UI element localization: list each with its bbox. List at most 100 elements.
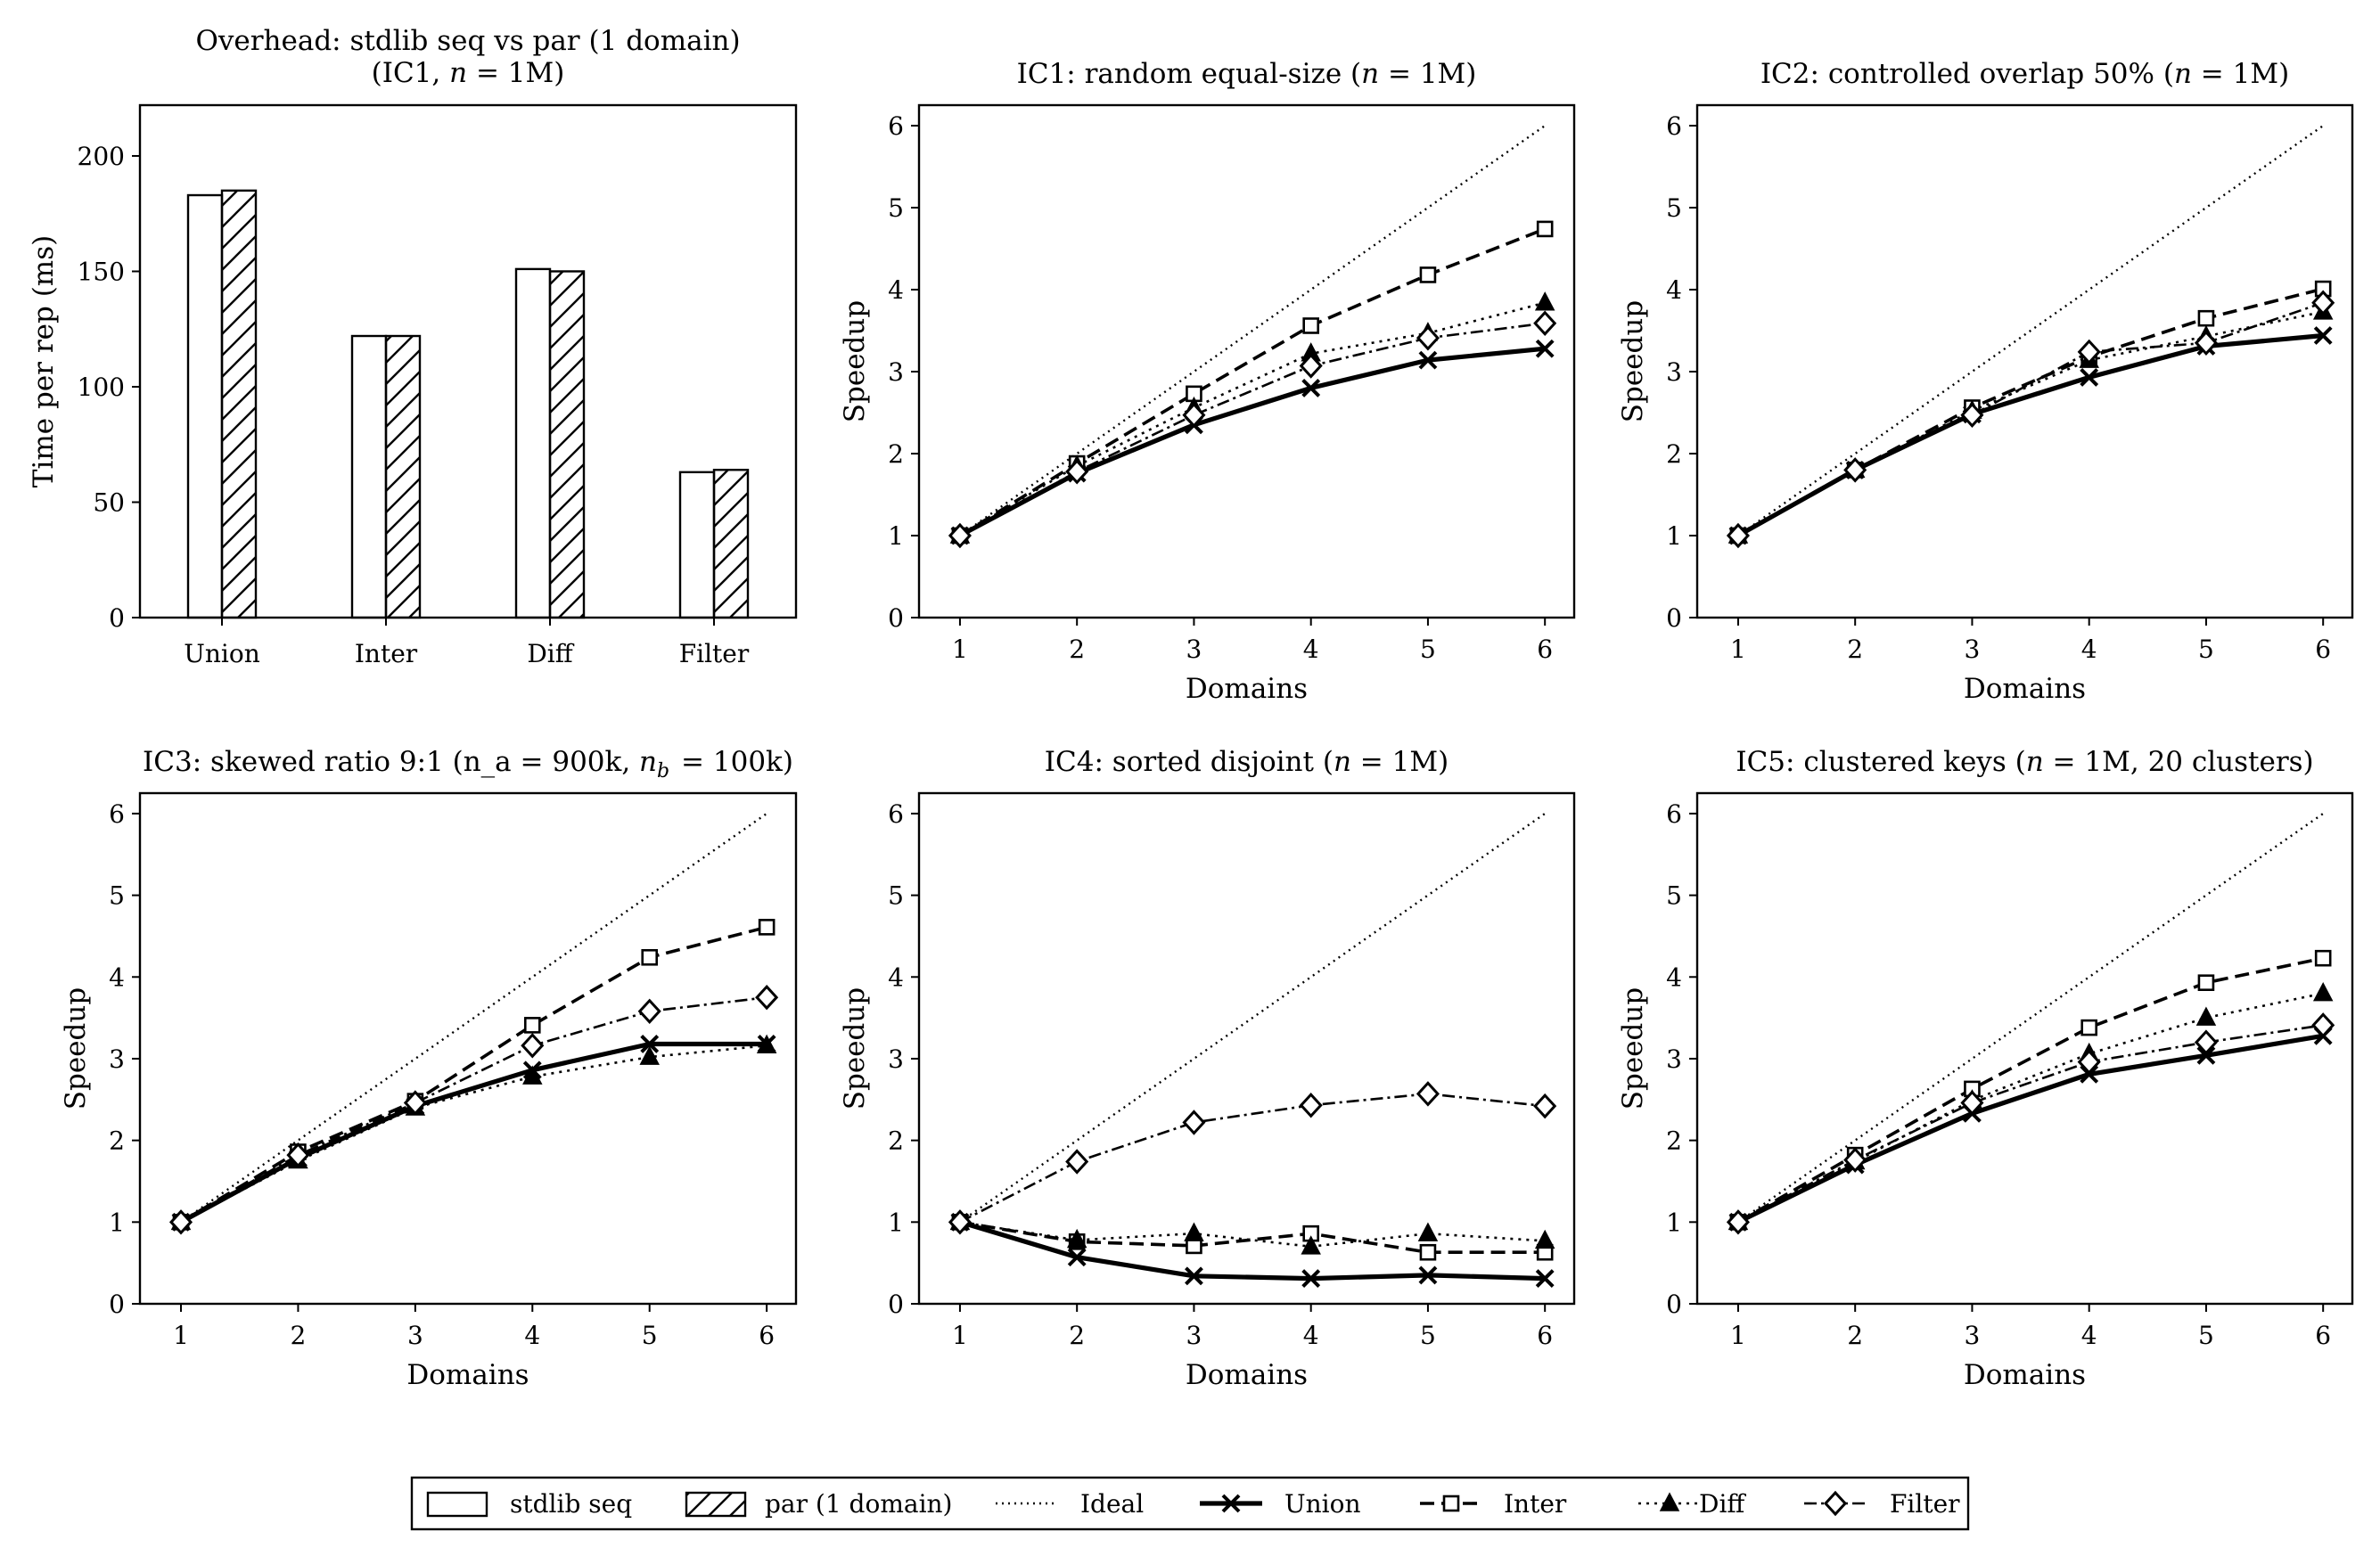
x-tick-label: 5	[1420, 1321, 1436, 1350]
y-tick-label: 50	[93, 487, 125, 517]
chart-panel-6: IC5: clustered keys (n = 1M, 20 clusters…	[1617, 746, 2354, 1391]
series-line-inter	[1737, 956, 2324, 1224]
x-tick-label: 3	[1186, 635, 1202, 664]
point-union	[1418, 350, 1438, 370]
point-union	[1535, 339, 1555, 358]
point-diff	[2312, 982, 2334, 1002]
chart-title: IC4: sorted disjoint (n = 1M)	[1045, 746, 1449, 778]
x-tick-label: 2	[1847, 635, 1863, 664]
point-filter	[1960, 402, 1984, 428]
y-axis: 0 1 2 3 4 5 6 Speedup	[839, 111, 919, 633]
x-tick-label: 4	[1303, 635, 1319, 664]
y-tick-label: 6	[1666, 799, 1682, 829]
legend-label: Filter	[1890, 1489, 1960, 1519]
series-line-inter	[959, 1220, 1546, 1254]
x-tick-label: 4	[2081, 1321, 2097, 1350]
point-union	[2313, 326, 2333, 345]
y-tick-label: 2	[109, 1126, 125, 1156]
series-line-filter	[180, 995, 767, 1224]
series-ideal	[959, 125, 1546, 536]
point-filter	[948, 522, 972, 549]
y-tick-label: 2	[888, 439, 904, 469]
point-diff	[756, 1034, 777, 1054]
point-filter	[2194, 1029, 2218, 1055]
y-tick-label: 0	[888, 1290, 904, 1319]
series-line-filter	[959, 322, 1546, 537]
chart-title: IC3: skewed ratio 9:1 (n_a = 900k, nb = …	[143, 746, 793, 782]
y-tick-label: 6	[888, 799, 904, 829]
point-filter	[1065, 459, 1089, 485]
legend-entry-inter: Inter	[1420, 1489, 1567, 1519]
y-tick-label: 3	[888, 1044, 904, 1074]
plot-frame	[1695, 103, 2354, 619]
y-tick-label: 1	[1666, 1208, 1682, 1237]
y-tick-label: 0	[109, 603, 125, 633]
plot-frame	[1695, 791, 2354, 1306]
x-tick-label: 1	[952, 635, 968, 664]
legend-marker	[1442, 1495, 1460, 1512]
plot-frame	[917, 791, 1576, 1306]
x-tick-label: 3	[1965, 635, 1981, 664]
x-tick-label: 1	[952, 1321, 968, 1350]
point-filter	[1533, 1093, 1557, 1119]
x-tick-label: 2	[291, 1321, 307, 1350]
y-axis: 0 50 100 150 200 Time per rep (ms)	[28, 142, 140, 633]
series-line-ideal	[1737, 125, 2324, 536]
point-filter	[1843, 1147, 1867, 1173]
point-union	[1301, 378, 1321, 397]
legend-label: Diff	[1699, 1489, 1746, 1519]
point-filter	[1960, 1090, 1984, 1116]
series-union	[950, 1212, 1555, 1288]
y-tick-label: 1	[1666, 521, 1682, 551]
y-axis-label: Speedup	[839, 987, 871, 1110]
point-inter	[1536, 220, 1554, 238]
series-line-diff	[959, 301, 1546, 537]
y-tick-label: 0	[109, 1290, 125, 1319]
y-tick-label: 4	[888, 275, 904, 305]
y-axis: 0 1 2 3 4 5 6 Speedup	[60, 799, 140, 1319]
y-tick-label: 1	[109, 1208, 125, 1237]
legend-marker	[1221, 1494, 1241, 1513]
y-tick-label: 1	[888, 1208, 904, 1237]
y-tick-label: 5	[888, 881, 904, 911]
x-tick-label: 1	[173, 1321, 189, 1350]
y-axis-label: Speedup	[839, 300, 871, 422]
legend-frame	[410, 1476, 1970, 1531]
series-line-ideal	[180, 812, 767, 1224]
plot-frame	[138, 791, 798, 1306]
legend-swatch	[426, 1491, 488, 1518]
point-union	[1185, 1266, 1203, 1286]
point-inter	[2197, 974, 2215, 991]
x-tick-label: 6	[2315, 1321, 2331, 1350]
y-tick-label: 6	[109, 799, 125, 829]
point-filter	[637, 998, 661, 1025]
y-axis-label: Time per rep (ms)	[28, 235, 60, 487]
x-tick-label: 5	[2198, 1321, 2214, 1350]
x-tick-label: 3	[407, 1321, 423, 1350]
point-diff	[1301, 1235, 1321, 1255]
series-line-union	[179, 1041, 767, 1224]
point-diff	[639, 1045, 660, 1065]
series-filter	[168, 984, 779, 1235]
point-filter	[1416, 1081, 1440, 1107]
series-filter	[1726, 290, 2335, 549]
point-filter	[521, 1033, 545, 1059]
y-axis: 0 1 2 3 4 5 6 Speedup	[839, 799, 919, 1319]
point-diff	[1184, 1222, 1204, 1241]
bar-par-1-domain-diff	[548, 270, 586, 619]
y-tick-label: 5	[1666, 881, 1682, 911]
point-union	[2196, 1045, 2216, 1065]
point-union	[2080, 368, 2099, 387]
x-tick-label: 5	[2198, 635, 2214, 664]
x-axis: 1 2 3 4 5 6 Domains	[173, 1304, 775, 1391]
point-diff	[522, 1065, 543, 1085]
legend-marker	[1659, 1492, 1680, 1511]
x-tick-label: 4	[1303, 1321, 1319, 1350]
y-tick-label: 4	[1666, 275, 1682, 305]
point-inter	[641, 948, 659, 966]
series-line-ideal	[1737, 812, 2324, 1224]
y-tick-label: 5	[109, 881, 125, 911]
x-axis-label: Domains	[1186, 673, 1308, 705]
x-tick-label: 4	[524, 1321, 540, 1350]
series-line-filter	[959, 1093, 1546, 1224]
